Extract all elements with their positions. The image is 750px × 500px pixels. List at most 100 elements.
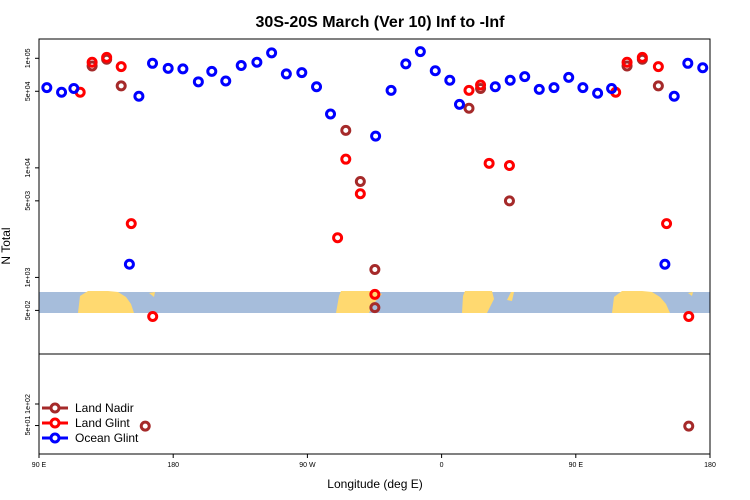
lower-y-tick-label-1: 1e+02 (25, 394, 32, 414)
upper-y-tick-label-3: 1e+04 (25, 158, 32, 178)
y-axis-label: N Total (0, 227, 13, 264)
ocean-glint-point-13 (266, 47, 278, 59)
land-glint-point-9 (369, 288, 381, 300)
ocean-glint-point-23 (444, 74, 456, 86)
ocean-glint-point-25 (489, 81, 501, 93)
upper-y-tick-label-0: 5e+02 (25, 300, 32, 320)
land-glint-point-15 (621, 56, 633, 68)
ocean-glint-point-34 (659, 258, 671, 270)
land-glint-point-13 (503, 160, 515, 172)
land-mass-islands (149, 292, 155, 297)
land-nadir-point-14 (683, 420, 695, 432)
lower-y-axis: 5e+01 1e+02 (25, 394, 39, 435)
ocean-glint-point-5 (147, 57, 159, 69)
ocean-glint-point-32 (592, 87, 604, 99)
land-mass-australia-repeat (612, 291, 670, 313)
legend-marker-ocean-glint (49, 432, 61, 444)
land-glint-point-3 (115, 61, 127, 73)
land-glint-point-19 (683, 310, 695, 322)
ocean-glint-point-3 (123, 258, 135, 270)
x-tick-label-5: 180 (704, 462, 716, 469)
legend-item-ocean-glint: Ocean Glint (42, 431, 139, 445)
ocean-glint-point-24 (453, 98, 465, 110)
land-mass-islands-repeat (688, 292, 693, 296)
ocean-glint-point-6 (162, 62, 174, 74)
lower-y-tick-label-0: 5e+01 (25, 416, 32, 436)
land-nadir-point-10 (503, 195, 515, 207)
upper-y-axis: 5e+02 1e+03 5e+03 1e+04 5e+04 1e+05 (25, 48, 39, 320)
land-glint-point-17 (652, 61, 664, 73)
ocean-glint-point-0 (41, 82, 53, 94)
ocean-glint-point-29 (548, 82, 560, 94)
series-land-nadir (86, 53, 695, 432)
land-nadir-point-5 (354, 176, 366, 188)
ocean-glint-point-16 (311, 81, 323, 93)
data-points (41, 46, 709, 432)
land-glint-point-8 (354, 188, 366, 200)
upper-y-tick-label-4: 5e+04 (25, 81, 32, 101)
land-mass-australia (78, 291, 134, 313)
series-land-glint (74, 51, 695, 322)
land-mass-madagascar (507, 292, 514, 301)
land-glint-point-5 (147, 310, 159, 322)
ocean-glint-point-19 (385, 84, 397, 96)
land-nadir-point-7 (369, 302, 381, 314)
x-axis: 90 E 180 90 W 0 90 E 180 (32, 454, 716, 469)
series-ocean-glint (41, 46, 709, 270)
legend-item-land-nadir: Land Nadir (42, 401, 134, 415)
legend-marker-land-glint (49, 417, 61, 429)
land-glint-point-4 (125, 218, 137, 230)
ocean-glint-point-7 (177, 63, 189, 75)
ocean-glint-point-17 (325, 108, 337, 120)
upper-y-tick-label-2: 5e+03 (25, 191, 32, 211)
x-tick-label-1: 180 (167, 462, 179, 469)
land-glint-point-12 (483, 157, 495, 169)
legend-marker-land-nadir (49, 402, 61, 414)
ocean-glint-point-9 (206, 65, 218, 77)
x-axis-label: Longitude (deg E) (327, 477, 422, 491)
land-nadir-point-13 (652, 80, 664, 92)
ocean-glint-point-30 (563, 71, 575, 83)
legend-label-land-glint: Land Glint (75, 416, 130, 430)
ocean-glint-point-33 (606, 83, 618, 95)
land-glint-point-11 (475, 79, 487, 91)
ocean-glint-point-37 (697, 62, 709, 74)
land-nadir-point-2 (115, 80, 127, 92)
land-glint-point-16 (636, 51, 648, 63)
ocean-glint-point-1 (56, 86, 68, 98)
ocean-glint-point-35 (668, 90, 680, 102)
legend-label-land-nadir: Land Nadir (75, 401, 134, 415)
ocean-glint-point-10 (220, 75, 232, 87)
legend-item-land-glint: Land Glint (42, 416, 130, 430)
legend: Land Nadir Land Glint Ocean Glint (42, 401, 139, 445)
ocean-glint-point-31 (577, 82, 589, 94)
land-mass-africa (462, 291, 494, 313)
land-glint-point-10 (463, 84, 475, 96)
land-glint-point-2 (101, 51, 113, 63)
ocean-glint-point-12 (251, 56, 263, 68)
land-nadir-point-4 (340, 124, 352, 136)
map-strip (39, 291, 710, 313)
upper-y-tick-label-5: 1e+05 (25, 48, 32, 68)
land-glint-point-6 (332, 232, 344, 244)
land-glint-point-7 (340, 153, 352, 165)
land-nadir-point-3 (139, 420, 151, 432)
land-nadir-point-8 (463, 102, 475, 114)
ocean-glint-point-2 (68, 83, 80, 95)
x-tick-label-2: 90 W (299, 462, 316, 469)
ocean-glint-point-36 (682, 57, 694, 69)
ocean-glint-point-15 (296, 67, 308, 79)
chart-title: 30S-20S March (Ver 10) Inf to -Inf (256, 14, 506, 31)
ocean-glint-point-28 (533, 83, 545, 95)
ocean-glint-point-11 (235, 59, 247, 71)
x-tick-label-3: 0 (440, 462, 444, 469)
land-nadir-point-6 (369, 264, 381, 276)
ocean-glint-point-20 (400, 58, 412, 70)
legend-label-ocean-glint: Ocean Glint (75, 431, 139, 445)
ocean-glint-point-27 (519, 71, 531, 83)
ocean-glint-point-22 (429, 65, 441, 77)
ocean-glint-point-8 (192, 76, 204, 88)
upper-y-tick-label-1: 1e+03 (25, 267, 32, 287)
ocean-glint-point-21 (414, 46, 426, 58)
